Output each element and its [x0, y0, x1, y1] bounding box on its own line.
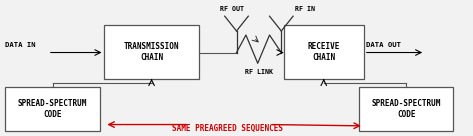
- Text: DATA OUT: DATA OUT: [366, 42, 401, 48]
- FancyBboxPatch shape: [284, 25, 364, 79]
- Text: RF OUT: RF OUT: [220, 6, 244, 12]
- Text: RF LINK: RF LINK: [245, 69, 273, 75]
- Text: SPREAD-SPECTRUM
CODE: SPREAD-SPECTRUM CODE: [18, 99, 87, 119]
- Text: SPREAD-SPECTRUM
CODE: SPREAD-SPECTRUM CODE: [372, 99, 441, 119]
- FancyBboxPatch shape: [359, 87, 454, 131]
- Text: DATA IN: DATA IN: [5, 42, 36, 48]
- FancyBboxPatch shape: [5, 87, 100, 131]
- Text: SAME PREAGREED SEQUENCES: SAME PREAGREED SEQUENCES: [172, 124, 282, 133]
- FancyBboxPatch shape: [105, 25, 199, 79]
- Text: RECEIVE
CHAIN: RECEIVE CHAIN: [307, 42, 340, 62]
- Text: RF IN: RF IN: [295, 6, 315, 12]
- Text: TRANSMISSION
CHAIN: TRANSMISSION CHAIN: [124, 42, 179, 62]
